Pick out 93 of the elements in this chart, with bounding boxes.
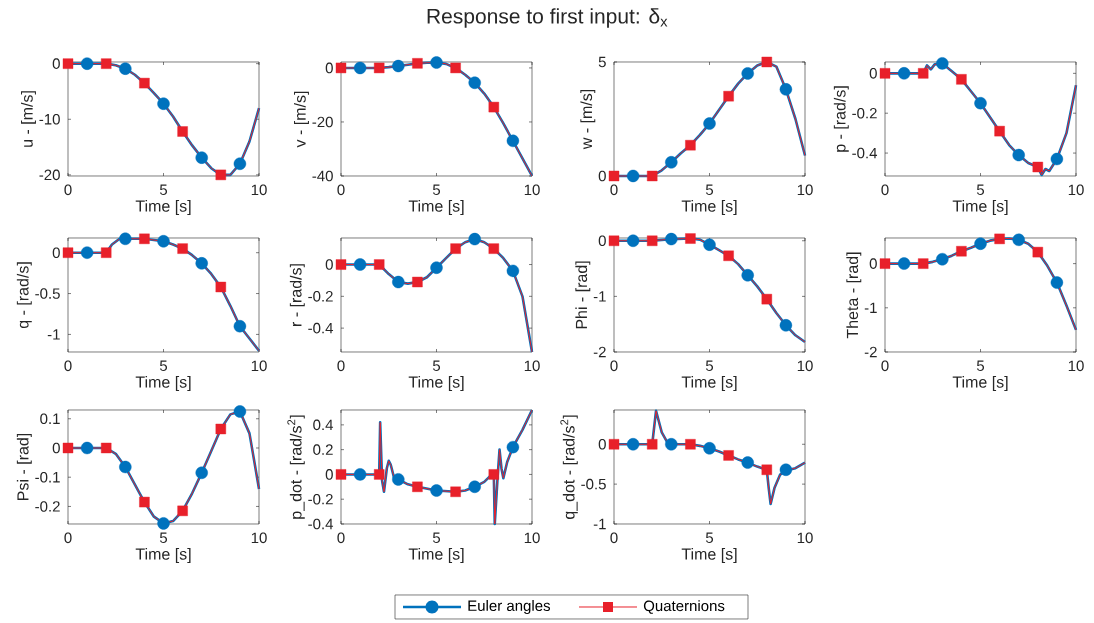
- y-tick-label: -20: [39, 169, 60, 181]
- x-tick-label: 10: [524, 532, 540, 544]
- y-axis-title: Phi - [rad]: [575, 261, 591, 329]
- x-tick-label: 0: [64, 532, 72, 544]
- x-axis-title: Time [s]: [408, 548, 464, 563]
- x-tick-label: 5: [432, 360, 441, 371]
- y-axis-title: p - [rad/s]: [833, 86, 849, 152]
- y-axis-title: q_dot - [rad/s$^{2}$]: [560, 415, 578, 520]
- y-tick-label: 0: [869, 258, 877, 269]
- x-tick-label: 10: [1068, 184, 1084, 196]
- y-tick-label: 0: [598, 438, 606, 450]
- y-tick-label: -20: [312, 116, 333, 128]
- y-tick-label: -0.4: [308, 518, 334, 530]
- x-axis-title: Time [s]: [135, 376, 191, 391]
- x-tick-label: 10: [1068, 360, 1084, 372]
- y-tick-label: -1: [47, 329, 60, 340]
- y-tick-label: 0: [325, 259, 333, 270]
- legend-label: Quaternions: [643, 600, 725, 614]
- y-tick-label: 0: [598, 235, 606, 247]
- x-tick-label: 0: [610, 360, 618, 372]
- y-tick-label: -0.1: [35, 471, 60, 483]
- y-tick-label: 0: [52, 247, 60, 258]
- x-tick-label: 0: [64, 184, 72, 196]
- x-tick-label: 0: [610, 532, 618, 544]
- x-axis-title: Time [s]: [408, 200, 464, 215]
- x-tick-label: 5: [432, 184, 441, 195]
- x-tick-label: 0: [881, 184, 889, 196]
- x-tick-label: 10: [251, 360, 267, 372]
- x-tick-label: 0: [64, 360, 72, 372]
- y-axis-title: q - [rad/s]: [16, 262, 32, 329]
- y-tick-label: 0: [325, 469, 333, 480]
- y-tick-label: -0.4: [308, 322, 334, 334]
- y-tick-label: -2: [593, 346, 606, 358]
- x-tick-label: 5: [159, 532, 168, 543]
- y-tick-label: -2: [864, 346, 877, 358]
- y-tick-label: 0.2: [313, 444, 333, 455]
- y-tick-label: 0.1: [40, 413, 60, 425]
- x-axis-title: Time [s]: [408, 376, 464, 391]
- y-axis-title: Theta - [rad]: [846, 252, 862, 339]
- y-tick-label: -10: [39, 113, 60, 125]
- x-tick-label: 10: [797, 532, 813, 544]
- y-axis-title: w - [m/s]: [580, 89, 596, 150]
- y-axis-title: u - [m/s]: [21, 91, 36, 147]
- x-tick-label: 0: [881, 360, 889, 372]
- x-axis-title: Time [s]: [681, 200, 737, 215]
- x-tick-label: 0: [337, 184, 345, 196]
- chart-title: Response to first input: δ$_{x}$: [427, 8, 668, 28]
- x-tick-label: 5: [159, 184, 168, 195]
- y-tick-label: -0.4: [852, 147, 878, 159]
- x-tick-label: 0: [610, 184, 618, 196]
- x-tick-label: 5: [705, 360, 714, 371]
- y-axis-title: p_dot - [rad/s$^{2}$]: [287, 415, 305, 519]
- x-tick-label: 5: [976, 184, 985, 195]
- y-tick-label: -0.5: [581, 478, 606, 490]
- y-tick-label: -1: [593, 291, 606, 302]
- y-tick-label: 0: [598, 170, 606, 182]
- x-tick-label: 10: [524, 184, 540, 196]
- x-tick-label: 5: [976, 360, 985, 371]
- x-tick-label: 10: [251, 184, 267, 196]
- x-axis-title: Time [s]: [135, 200, 191, 215]
- y-tick-label: 0.4: [313, 419, 334, 431]
- y-tick-label: -40: [312, 170, 333, 182]
- y-tick-label: 0: [325, 62, 333, 74]
- x-axis-title: Time [s]: [681, 376, 737, 391]
- y-tick-label: -0.2: [308, 291, 333, 302]
- y-tick-label: -0.5: [35, 288, 60, 299]
- y-tick-label: 0: [52, 58, 60, 69]
- y-tick-label: 0: [52, 442, 60, 454]
- x-tick-label: 0: [337, 360, 345, 372]
- x-tick-label: 0: [337, 532, 345, 544]
- legend-label: Euler angles: [468, 599, 551, 614]
- y-axis-title: v - [m/s]: [294, 91, 309, 148]
- x-tick-label: 10: [524, 360, 540, 372]
- y-tick-label: -1: [864, 302, 877, 313]
- y-tick-label: -0.2: [852, 107, 877, 119]
- x-axis-title: Time [s]: [952, 376, 1008, 391]
- x-axis-title: Time [s]: [681, 548, 737, 563]
- y-axis-title: Psi - [rad]: [16, 433, 32, 500]
- x-tick-label: 10: [797, 360, 813, 372]
- y-axis-title: r - [rad/s]: [289, 264, 305, 326]
- x-tick-label: 5: [705, 184, 714, 195]
- y-tick-label: 0: [869, 68, 877, 79]
- x-tick-label: 10: [797, 184, 813, 196]
- y-tick-label: 5: [598, 56, 606, 68]
- x-tick-label: 5: [432, 532, 441, 543]
- y-tick-label: -0.2: [35, 501, 60, 512]
- x-tick-label: 5: [159, 360, 168, 371]
- y-tick-label: -1: [593, 518, 606, 530]
- y-tick-label: -0.2: [308, 493, 333, 505]
- x-axis-title: Time [s]: [952, 200, 1008, 215]
- x-tick-label: 5: [705, 532, 714, 543]
- x-tick-label: 10: [251, 532, 267, 544]
- x-axis-title: Time [s]: [135, 548, 191, 563]
